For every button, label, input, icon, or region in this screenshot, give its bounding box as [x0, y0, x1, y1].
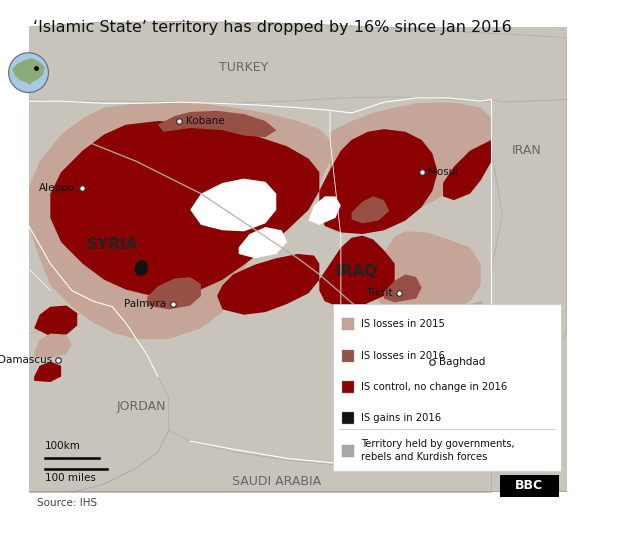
Polygon shape	[308, 196, 341, 225]
Text: IS gains in 2016: IS gains in 2016	[361, 413, 441, 423]
Text: Kobane: Kobane	[186, 116, 224, 126]
Polygon shape	[319, 236, 394, 308]
Bar	[342, 381, 354, 393]
Text: Aleppo: Aleppo	[39, 183, 75, 193]
Text: Mosul: Mosul	[428, 167, 458, 177]
Text: IRAQ: IRAQ	[336, 264, 378, 279]
Polygon shape	[34, 306, 77, 336]
Polygon shape	[29, 102, 330, 339]
Polygon shape	[330, 102, 492, 215]
Text: ‘Islamic State’ territory has dropped by 16% since Jan 2016: ‘Islamic State’ territory has dropped by…	[33, 20, 512, 36]
Polygon shape	[373, 231, 481, 318]
Polygon shape	[217, 254, 319, 315]
Polygon shape	[239, 227, 287, 258]
Polygon shape	[319, 129, 438, 234]
Polygon shape	[72, 430, 492, 492]
Text: SAUDI ARABIA: SAUDI ARABIA	[232, 475, 321, 488]
Polygon shape	[13, 58, 45, 83]
Circle shape	[9, 53, 48, 93]
Polygon shape	[26, 69, 34, 86]
Text: JORDAN: JORDAN	[117, 400, 167, 413]
Text: Palmyra: Palmyra	[124, 299, 167, 309]
Bar	[342, 445, 354, 457]
Text: Territory held by governments,
rebels and Kurdish forces: Territory held by governments, rebels an…	[361, 439, 514, 463]
Polygon shape	[147, 277, 201, 309]
Polygon shape	[492, 100, 567, 377]
Polygon shape	[134, 259, 148, 275]
Polygon shape	[438, 301, 492, 347]
Text: BBC: BBC	[515, 479, 543, 492]
Text: Source: IHS: Source: IHS	[37, 498, 97, 508]
Polygon shape	[50, 121, 319, 295]
Polygon shape	[158, 111, 277, 137]
Bar	[333, 304, 561, 471]
Text: 100km: 100km	[45, 441, 81, 451]
Polygon shape	[29, 22, 567, 103]
Text: 100 miles: 100 miles	[45, 473, 96, 484]
Text: Damascus: Damascus	[0, 356, 52, 365]
Text: Tikrit: Tikrit	[366, 288, 393, 298]
Bar	[342, 412, 354, 424]
Text: IS losses in 2016: IS losses in 2016	[361, 351, 445, 360]
Text: IRAN: IRAN	[512, 144, 541, 157]
Text: TURKEY: TURKEY	[219, 61, 268, 74]
Polygon shape	[34, 362, 61, 382]
Polygon shape	[352, 196, 389, 223]
Polygon shape	[384, 274, 421, 302]
Polygon shape	[190, 179, 277, 231]
Bar	[342, 318, 354, 330]
Text: Baghdad: Baghdad	[439, 357, 485, 366]
Text: SYRIA: SYRIA	[87, 237, 138, 252]
Polygon shape	[443, 140, 492, 200]
Bar	[29, 27, 567, 492]
Text: IS losses in 2015: IS losses in 2015	[361, 320, 445, 329]
Text: IS control, no change in 2016: IS control, no change in 2016	[361, 382, 507, 392]
Polygon shape	[29, 307, 169, 492]
Bar	[342, 350, 354, 362]
Polygon shape	[34, 334, 72, 358]
Bar	[500, 475, 559, 497]
